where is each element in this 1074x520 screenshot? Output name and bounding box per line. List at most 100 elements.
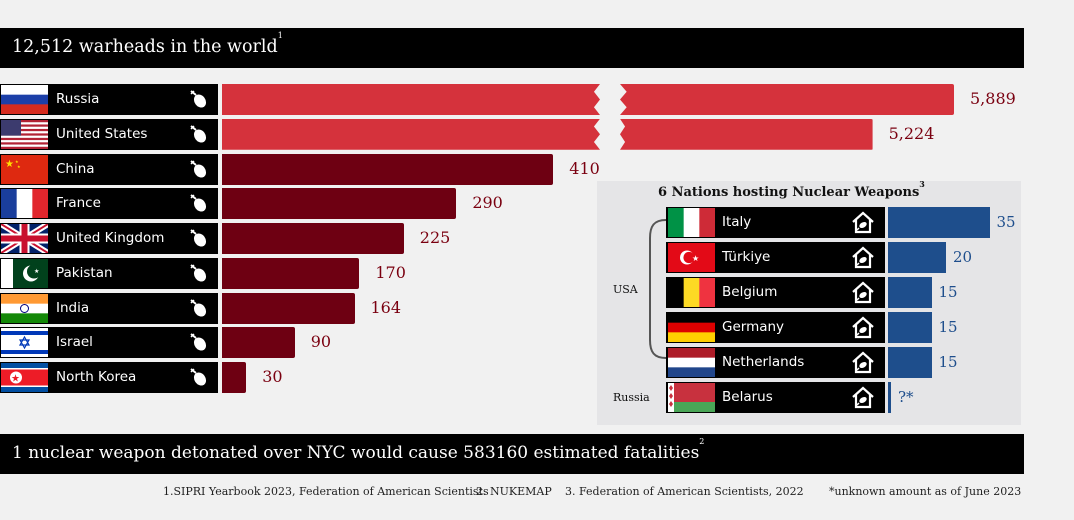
bar-india [222, 292, 355, 324]
bar-russia-part-2 [620, 84, 954, 115]
t-rkiye-flag-icon: ★ [668, 242, 715, 272]
house-bomb-icon [851, 246, 875, 269]
host-label-belgium: Belgium [666, 276, 885, 308]
country-name: China [56, 160, 95, 177]
svg-text:★: ★ [34, 268, 39, 275]
united-kingdom-flag-icon [1, 224, 48, 253]
country-name: Pakistan [56, 264, 113, 281]
usa-bracket [649, 219, 667, 359]
country-name: Israel [56, 334, 93, 351]
host-name: Belgium [722, 283, 778, 300]
host-value-germany: 15 [938, 317, 958, 336]
house-bomb-icon [851, 386, 875, 409]
bomb-icon [188, 89, 208, 109]
host-label-t-rkiye: ★ Türkiye [666, 241, 885, 273]
value-label-pakistan: 170 [375, 262, 406, 282]
host-label-netherlands: Netherlands [666, 346, 885, 378]
host-value-netherlands: 15 [938, 352, 958, 371]
house-bomb-icon [851, 351, 875, 374]
india-flag-icon [1, 293, 48, 323]
bar-united-states-part-1 [222, 118, 600, 150]
group-label-usa: USA [613, 283, 638, 296]
bomb-icon [188, 124, 208, 144]
nyc-fatalities-text: 1 nuclear weapon detonated over NYC woul… [12, 437, 705, 463]
house-bomb-icon [851, 281, 875, 304]
bomb-icon [188, 193, 208, 213]
value-label-india: 164 [370, 297, 402, 317]
host-label-belarus: Belarus [666, 381, 885, 413]
germany-flag-icon [668, 312, 715, 342]
north-korea-flag-icon: ★ [1, 363, 48, 392]
value-label-united-states: 5,224 [888, 123, 935, 143]
country-label-israel: Israel [0, 327, 218, 359]
host-bar-t-rkiye [888, 241, 946, 273]
bar-russia-part-1 [222, 84, 600, 115]
bomb-icon [188, 228, 208, 248]
svg-text:★: ★ [692, 254, 699, 263]
host-value-belarus: ?* [898, 387, 914, 406]
nyc-banner: 1 nuclear weapon detonated over NYC woul… [0, 434, 1024, 474]
host-name: Belarus [722, 388, 773, 405]
bar-united-states-part-2 [620, 118, 873, 150]
source-2: 2. NUKEMAP [476, 485, 552, 498]
country-name: Russia [56, 91, 100, 107]
value-label-russia: 5,889 [970, 89, 1016, 108]
country-label-north-korea: ★ North Korea [0, 362, 218, 393]
host-bar-italy [888, 207, 990, 238]
united-states-flag-icon [1, 119, 48, 149]
country-label-india: India [0, 292, 218, 324]
bar-north-korea [222, 362, 247, 393]
title-banner: 12,512 warheads in the world1 [0, 28, 1024, 68]
group-label-russia: Russia [613, 391, 650, 404]
host-name: Italy [722, 214, 752, 230]
bar-united-kingdom [222, 223, 404, 254]
host-name: Netherlands [722, 353, 805, 370]
value-label-france: 290 [472, 193, 503, 213]
country-label-united-kingdom: United Kingdom [0, 223, 218, 254]
china-flag-icon: ★ ★ ★ [1, 154, 48, 184]
pakistan-flag-icon: ★ [1, 258, 48, 288]
country-label-russia: Russia [0, 84, 218, 115]
svg-text:★: ★ [5, 159, 14, 170]
bar-pakistan [222, 257, 360, 289]
value-label-north-korea: 30 [262, 367, 283, 386]
value-label-china: 410 [569, 158, 600, 178]
host-bar-germany [888, 311, 932, 343]
belarus-flag-icon [668, 382, 715, 412]
country-name: United States [56, 125, 148, 142]
bomb-icon [188, 367, 208, 387]
host-name: Germany [722, 318, 785, 335]
host-name: Türkiye [722, 248, 771, 265]
country-label-pakistan: ★ Pakistan [0, 257, 218, 289]
bomb-icon [188, 159, 208, 179]
bomb-icon [188, 332, 208, 352]
host-label-germany: Germany [666, 311, 885, 343]
italy-flag-icon [668, 208, 715, 237]
house-bomb-icon [851, 316, 875, 339]
israel-flag-icon [1, 328, 48, 358]
bar-israel [222, 327, 295, 359]
chart-title: 12,512 warheads in the world1 [12, 31, 283, 57]
value-label-united-kingdom: 225 [419, 228, 451, 247]
host-bar-belgium [888, 276, 932, 308]
country-name: France [56, 195, 101, 212]
house-bomb-icon [851, 211, 875, 234]
svg-text:★: ★ [15, 159, 19, 164]
unknown-note: *unknown amount as of June 2023 [829, 485, 1022, 498]
country-name: North Korea [56, 369, 137, 385]
host-bar-belarus [888, 381, 891, 413]
value-label-israel: 90 [310, 332, 332, 352]
france-flag-icon [1, 189, 48, 219]
hosting-panel-title: 6 Nations hosting Nuclear Weapons3 [658, 179, 925, 200]
country-label-china: ★ ★ ★ China [0, 153, 218, 185]
country-label-france: France [0, 188, 218, 220]
source-1: 1.SIPRI Yearbook 2023, Federation of Ame… [163, 485, 489, 498]
svg-text:★: ★ [11, 374, 20, 385]
country-name: India [56, 299, 90, 316]
netherlands-flag-icon [668, 347, 715, 377]
country-name: United Kingdom [56, 230, 165, 246]
bomb-icon [188, 298, 208, 318]
russia-flag-icon [1, 85, 48, 114]
host-value-italy: 35 [996, 213, 1016, 231]
host-label-italy: Italy [666, 207, 885, 238]
